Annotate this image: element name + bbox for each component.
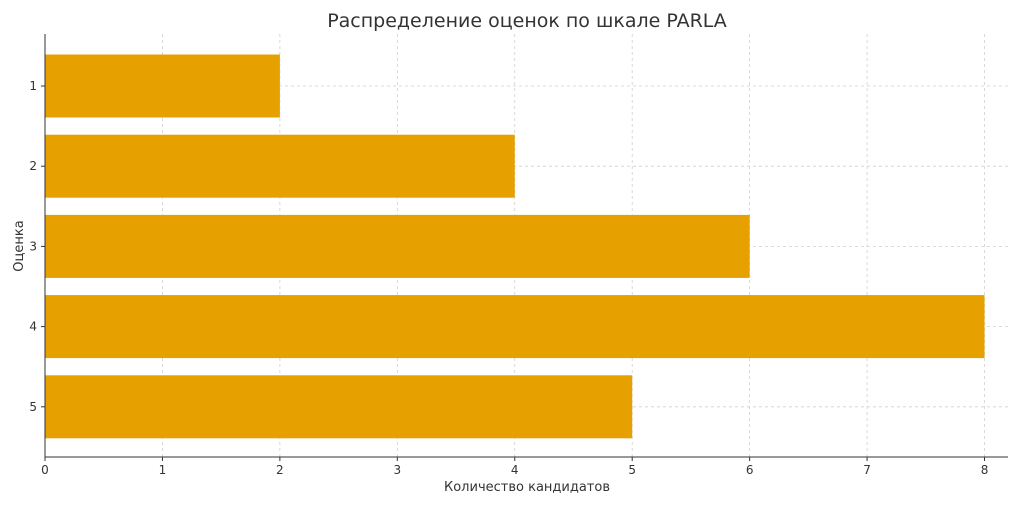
x-tick-label: 6 [746,463,754,477]
x-axis-label: Количество кандидатов [444,480,610,495]
x-tick-label: 4 [511,463,519,477]
x-tick-label: 2 [276,463,284,477]
y-tick-label: 3 [29,239,37,253]
x-tick-label: 3 [393,463,401,477]
bars [45,54,985,439]
chart-title: Распределение оценок по шкале PARLA [327,10,727,32]
x-tick-label: 7 [863,463,871,477]
bar-2 [45,134,515,198]
bar-3 [45,214,750,278]
x-tick-label: 8 [981,463,989,477]
y-axis-ticks: 1 2 3 4 5 [29,79,45,414]
bar-5 [45,375,633,439]
x-tick-label: 0 [41,463,49,477]
bar-4 [45,295,985,359]
x-axis-ticks: 0 1 2 3 4 5 6 7 8 [41,457,988,477]
axes [44,34,1008,458]
y-tick-label: 1 [29,79,37,93]
y-axis-label: Оценка [12,220,27,271]
bar-1 [45,54,280,118]
x-tick-label: 5 [628,463,636,477]
y-tick-label: 2 [29,159,37,173]
y-tick-label: 4 [29,320,37,334]
y-tick-label: 5 [29,400,37,414]
x-tick-label: 1 [159,463,167,477]
